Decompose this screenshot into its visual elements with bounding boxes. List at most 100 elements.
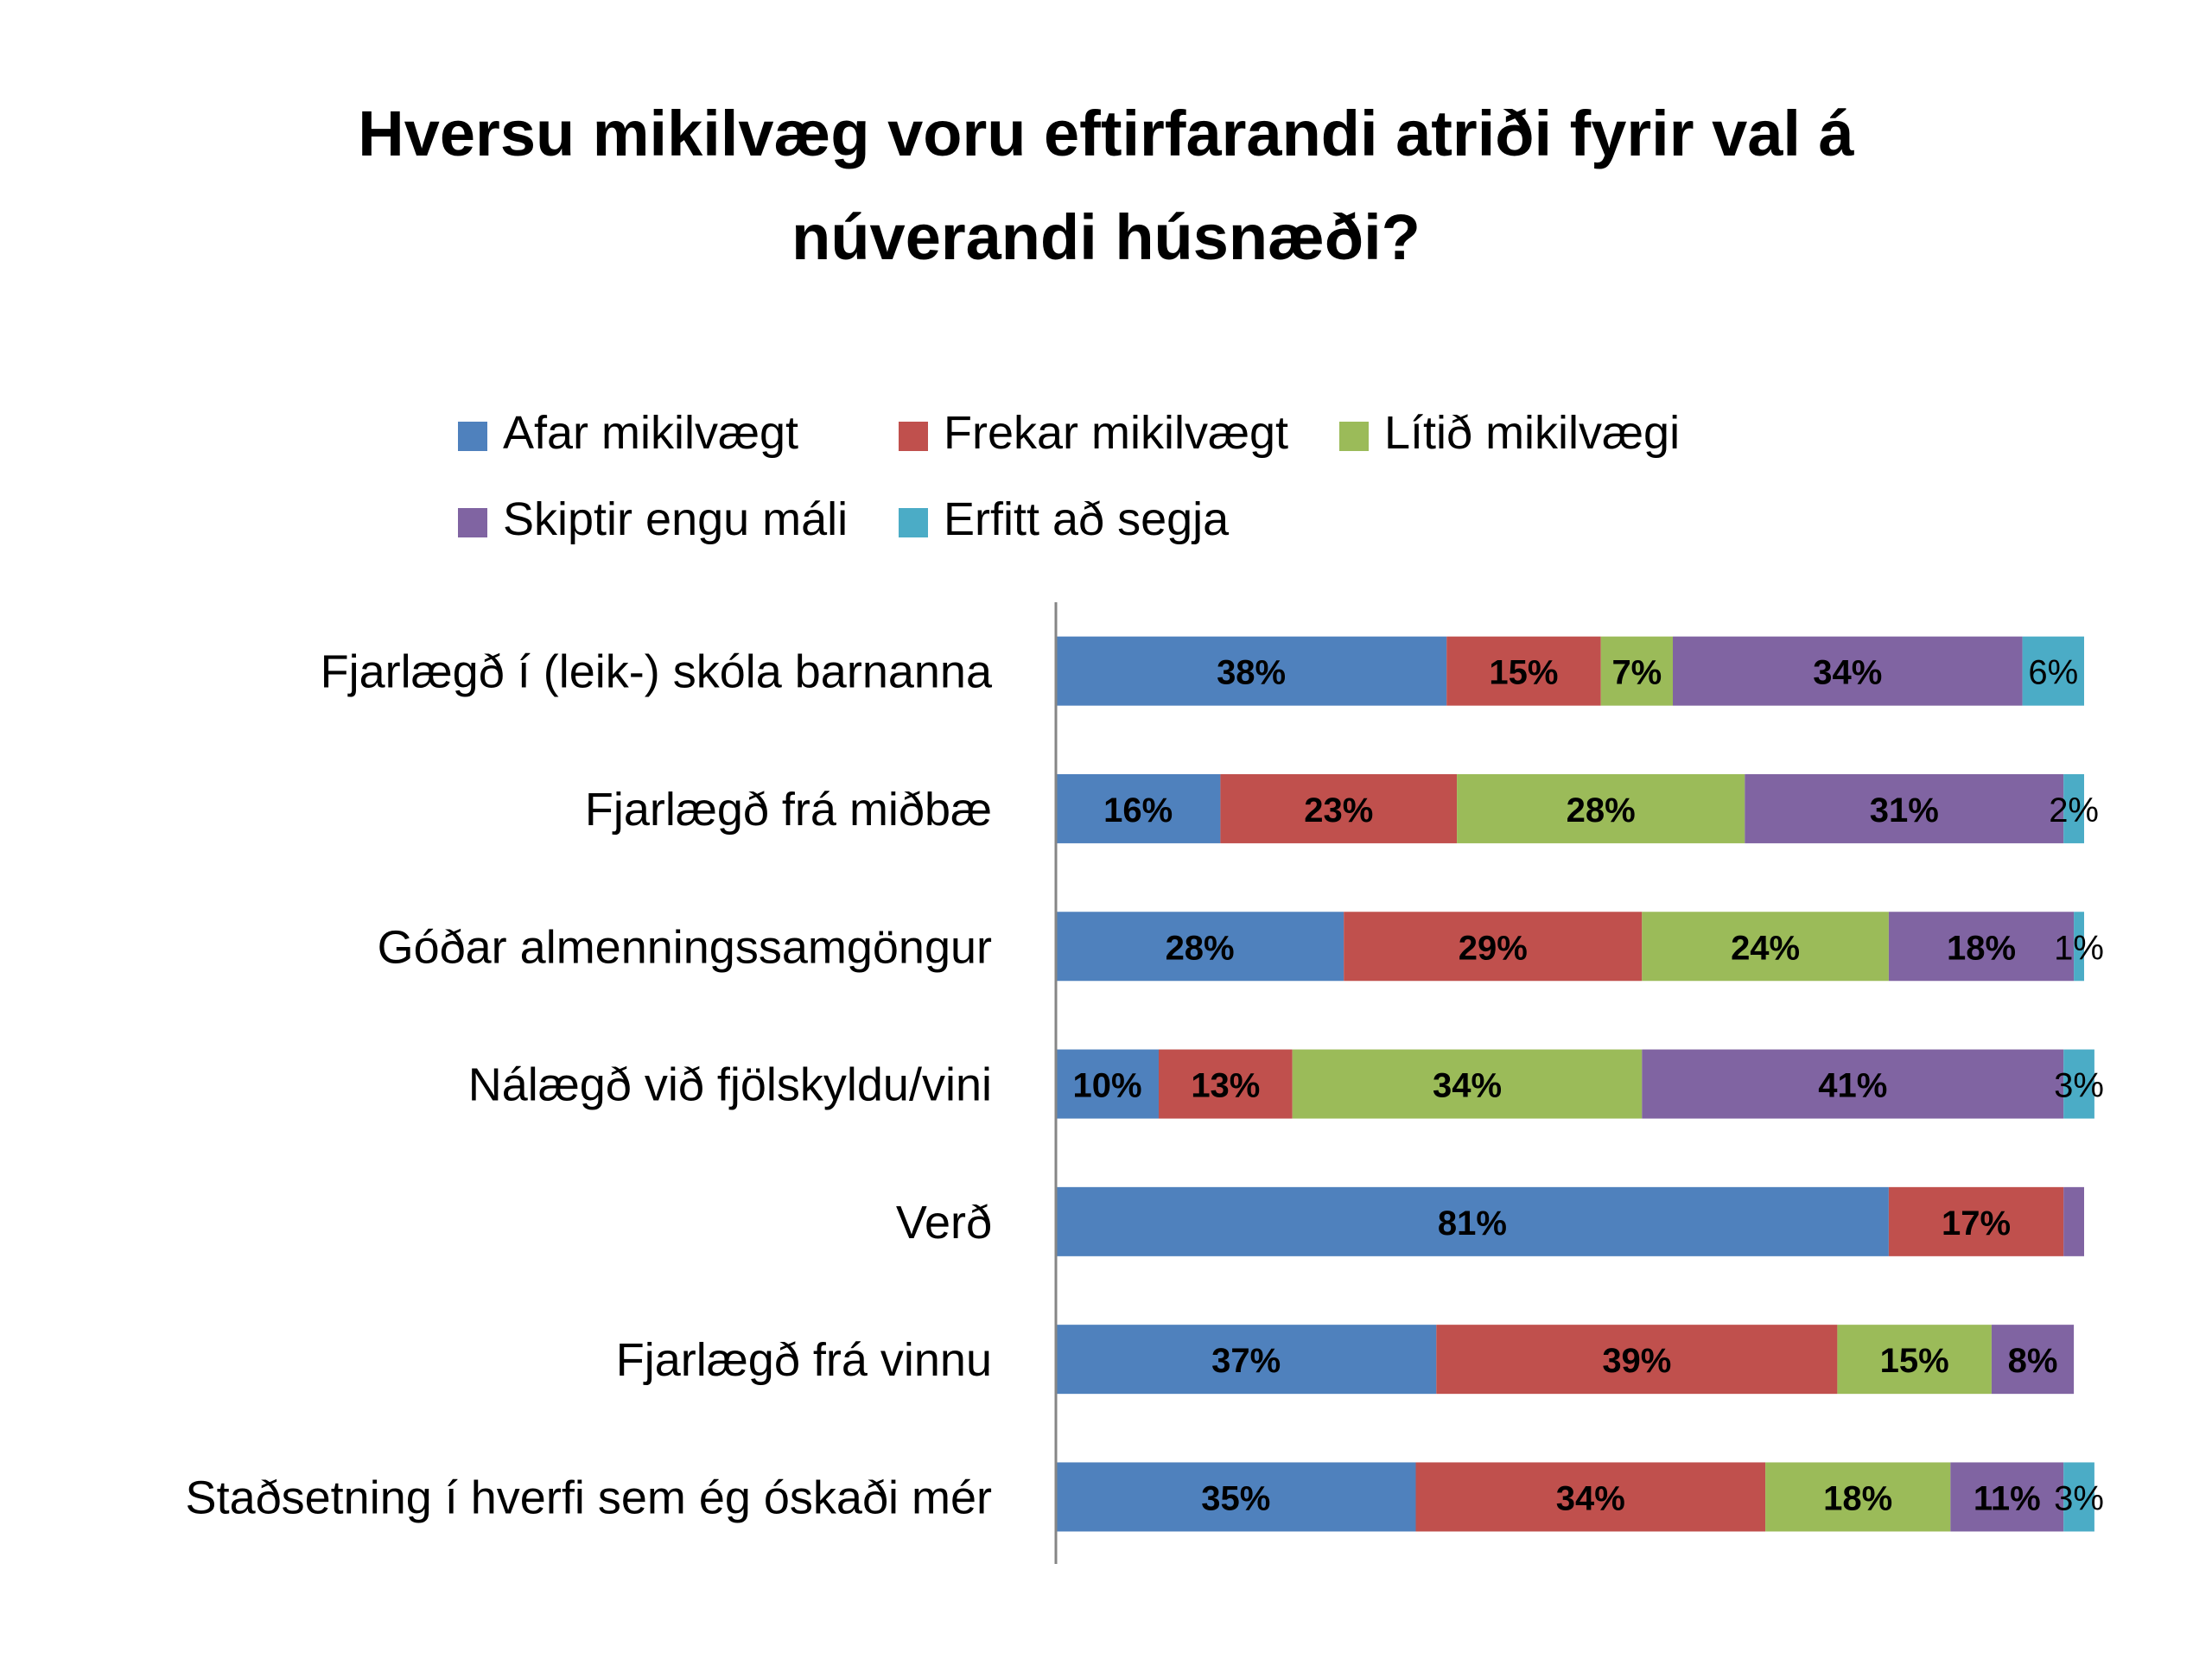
bar-row-1 — [1056, 636, 2084, 706]
data-label: 35% — [1201, 1479, 1270, 1517]
bar-segment-skiptir-engu-ma-li — [2063, 1186, 2084, 1256]
bar-segment-erfitt-a-segja — [2063, 1462, 2094, 1532]
data-label: 81% — [1438, 1205, 1507, 1243]
bar-segment-frekar-mikilv-gt — [1220, 773, 1458, 843]
bar-row-4 — [1056, 1049, 2094, 1119]
data-label: 18% — [1823, 1479, 1892, 1517]
legend-item-erfitt-a-segja: Erfitt að segja — [899, 493, 1230, 545]
bar-segment-li-ti-mikilv-gi — [1600, 636, 1673, 706]
bar-segment-erfitt-a-segja — [2063, 773, 2084, 843]
bar-segment-erfitt-a-segja — [2074, 912, 2084, 982]
data-label: 10% — [1072, 1067, 1141, 1105]
chart-title: Hversu mikilvæg voru eftirfarandi atriði… — [358, 98, 1854, 273]
legend-item-afar-mikilv-gt: Afar mikilvægt — [458, 407, 798, 459]
bar-segment-skiptir-engu-ma-li — [1991, 1325, 2075, 1395]
legend-swatch — [899, 508, 928, 537]
bar-segment-skiptir-engu-ma-li — [1888, 912, 2075, 982]
bar-segment-frekar-mikilv-gt — [1415, 1462, 1766, 1532]
bar-segment-skiptir-engu-ma-li — [1642, 1049, 2064, 1119]
data-label: 18% — [1947, 929, 2016, 967]
bar-segment-afar-mikilv-gt — [1056, 1049, 1159, 1119]
data-label: 13% — [1191, 1067, 1260, 1105]
data-label: 3% — [2054, 1479, 2104, 1517]
bar-segment-afar-mikilv-gt — [1056, 912, 1344, 982]
legend-label: Afar mikilvægt — [503, 407, 798, 459]
data-labels: 38% 15% 7% 34% 6% 16% 23% 28% 31% 2% 28% 29% 24% 18% 1… — [1072, 654, 2103, 1518]
bar-segment-afar-mikilv-gt — [1056, 636, 1447, 706]
bar-segment-afar-mikilv-gt — [1056, 1462, 1416, 1532]
data-label: 23% — [1304, 791, 1373, 830]
bar-row-3 — [1056, 912, 2084, 982]
legend-label: Skiptir engu máli — [503, 493, 848, 545]
bar-row-6 — [1056, 1325, 2075, 1395]
data-label: 6% — [2028, 654, 2078, 692]
legend-label: Lítið mikilvægi — [1384, 407, 1680, 459]
category-labels: Fjarlægð í (leik-) skóla barnanna Fjarlæg… — [186, 646, 993, 1524]
bar-row-5 — [1056, 1186, 2084, 1256]
bar-segment-frekar-mikilv-gt — [1436, 1325, 1838, 1395]
data-label: 37% — [1211, 1342, 1281, 1380]
data-label: 7% — [1611, 654, 1662, 692]
category-label: Staðsetning í hverfi sem ég óskaði mér — [186, 1471, 992, 1523]
data-label: 41% — [1818, 1067, 1887, 1105]
bar-segment-erfitt-a-segja — [2022, 636, 2084, 706]
legend-swatch — [458, 422, 487, 451]
bar-segment-frekar-mikilv-gt — [1159, 1049, 1293, 1119]
category-label: Verð — [896, 1197, 992, 1249]
bar-segment-li-ti-mikilv-gi — [1457, 773, 1745, 843]
data-label: 15% — [1880, 1342, 1949, 1380]
bar-segment-skiptir-engu-ma-li — [1673, 636, 2023, 706]
category-label: Fjarlægð frá miðbæ — [585, 784, 992, 836]
data-label: 8% — [2008, 1342, 2058, 1380]
data-label: 34% — [1433, 1067, 1502, 1105]
bar-segment-frekar-mikilv-gt — [1888, 1186, 2064, 1256]
bar-segment-frekar-mikilv-gt — [1344, 912, 1643, 982]
bar-segment-afar-mikilv-gt — [1056, 1325, 1437, 1395]
data-label: 15% — [1489, 654, 1558, 692]
data-label: 39% — [1602, 1342, 1671, 1380]
chart-title-line-1: Hversu mikilvæg voru eftirfarandi atriði… — [358, 98, 1854, 169]
category-label: Fjarlægð í (leik-) skóla barnanna — [321, 646, 993, 698]
bar-segment-frekar-mikilv-gt — [1446, 636, 1601, 706]
bars — [1056, 636, 2094, 1532]
bar-segment-li-ti-mikilv-gi — [1837, 1325, 1992, 1395]
legend-label: Erfitt að segja — [944, 493, 1230, 545]
data-label: 28% — [1567, 791, 1636, 830]
bar-segment-afar-mikilv-gt — [1056, 1186, 1889, 1256]
bar-segment-li-ti-mikilv-gi — [1642, 912, 1889, 982]
data-label: 28% — [1166, 929, 1235, 967]
data-label: 1% — [2054, 929, 2104, 967]
bar-segment-skiptir-engu-ma-li — [1745, 773, 2064, 843]
data-label: 17% — [1942, 1205, 2011, 1243]
data-label: 11% — [1974, 1479, 2041, 1517]
category-label: Fjarlægð frá vinnu — [616, 1334, 992, 1386]
legend-label: Frekar mikilvægt — [944, 407, 1288, 459]
legend-swatch — [899, 422, 928, 451]
bar-segment-afar-mikilv-gt — [1056, 773, 1221, 843]
data-label: 3% — [2054, 1067, 2104, 1105]
bar-segment-skiptir-engu-ma-li — [1950, 1462, 2064, 1532]
data-label: 34% — [1813, 654, 1882, 692]
legend-item-frekar-mikilv-gt: Frekar mikilvægt — [899, 407, 1288, 459]
bar-segment-li-ti-mikilv-gi — [1765, 1462, 1951, 1532]
data-label: 38% — [1217, 654, 1286, 692]
data-label: 2% — [2049, 791, 2099, 830]
legend-swatch — [1339, 422, 1369, 451]
data-label: 31% — [1870, 791, 1939, 830]
category-label: Góðar almenningssamgöngur — [378, 921, 992, 973]
legend-swatch — [458, 508, 487, 537]
bar-row-7 — [1056, 1462, 2094, 1532]
data-label: 34% — [1556, 1479, 1625, 1517]
chart-title-line-2: núverandi húsnæði? — [791, 201, 1421, 273]
category-label: Nálægð við fjölskyldu/vini — [468, 1059, 992, 1111]
bar-segment-erfitt-a-segja — [2063, 1049, 2094, 1119]
bar-segment-li-ti-mikilv-gi — [1292, 1049, 1643, 1119]
bar-row-2 — [1056, 773, 2084, 843]
legend-item-skiptir-engu-ma-li: Skiptir engu máli — [458, 493, 848, 545]
legend: Afar mikilvægt Frekar mikilvægt Lítið miki… — [458, 407, 1680, 545]
legend-item-li-ti-mikilv-gi: Lítið mikilvægi — [1339, 407, 1680, 459]
data-label: 29% — [1459, 929, 1528, 967]
data-label: 16% — [1103, 791, 1173, 830]
